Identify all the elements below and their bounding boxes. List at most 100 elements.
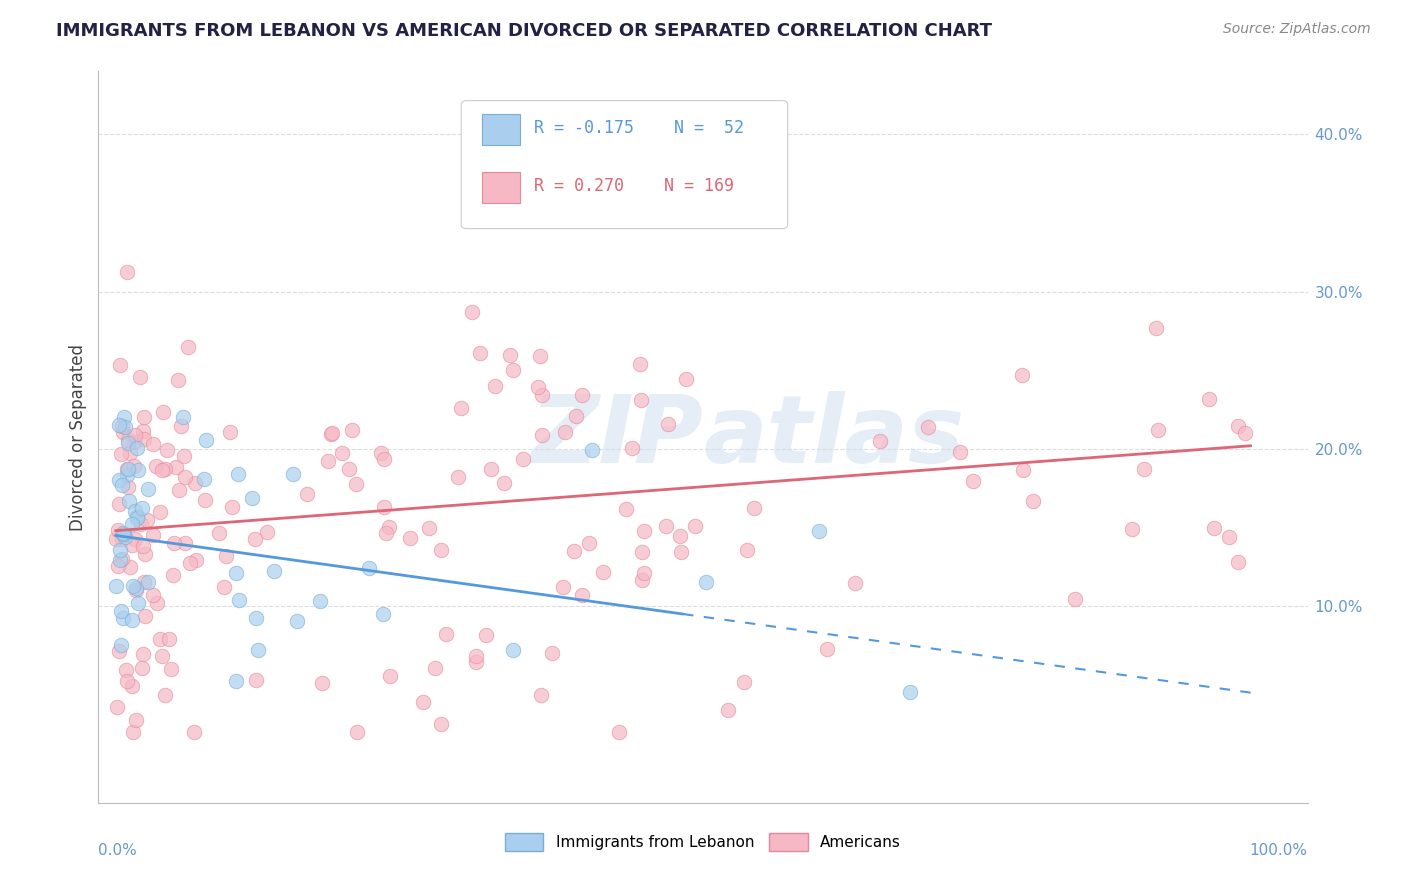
Point xyxy=(869,434,891,448)
Point xyxy=(607,725,630,739)
Point xyxy=(214,549,236,564)
Point xyxy=(370,445,392,459)
Point xyxy=(110,604,132,618)
Point xyxy=(193,472,215,486)
Point xyxy=(240,491,263,505)
Point xyxy=(378,669,401,683)
Point xyxy=(107,558,129,573)
Point xyxy=(183,725,205,739)
Point xyxy=(373,451,395,466)
Point xyxy=(245,611,267,625)
Point xyxy=(418,521,440,535)
Point xyxy=(281,467,304,481)
Point xyxy=(465,655,488,669)
Point xyxy=(447,469,470,483)
Point xyxy=(115,467,138,482)
Point xyxy=(256,524,278,539)
Point xyxy=(136,574,159,589)
Point xyxy=(375,525,398,540)
Point xyxy=(226,467,249,482)
Point xyxy=(434,626,457,640)
Point xyxy=(146,596,169,610)
Point xyxy=(1234,426,1257,441)
Point xyxy=(630,392,652,407)
Point xyxy=(166,373,188,387)
Point xyxy=(1144,321,1167,335)
Point xyxy=(484,379,506,393)
Point xyxy=(502,643,524,657)
Point xyxy=(571,387,593,401)
Point xyxy=(111,533,134,547)
Point xyxy=(162,568,184,582)
Point xyxy=(228,592,250,607)
Point xyxy=(319,427,342,442)
Point xyxy=(111,610,134,624)
Point xyxy=(565,409,588,424)
Point xyxy=(150,463,173,477)
Point xyxy=(179,556,201,570)
Point xyxy=(218,425,240,440)
Point xyxy=(110,447,132,461)
Point xyxy=(150,649,173,664)
Point xyxy=(377,520,399,534)
Point xyxy=(212,580,235,594)
Point xyxy=(114,419,136,434)
Point xyxy=(142,588,165,602)
Point xyxy=(173,470,195,484)
Point xyxy=(173,449,195,463)
Point xyxy=(157,632,180,646)
Point xyxy=(551,580,574,594)
Point xyxy=(321,425,343,440)
Point xyxy=(344,477,367,491)
Point xyxy=(620,441,643,455)
Point xyxy=(815,641,838,656)
Point xyxy=(541,646,564,660)
Point xyxy=(263,564,285,578)
Point xyxy=(917,420,939,434)
Point xyxy=(742,500,765,515)
Text: Source: ZipAtlas.com: Source: ZipAtlas.com xyxy=(1223,22,1371,37)
Point xyxy=(498,348,520,362)
Point xyxy=(735,542,758,557)
Point xyxy=(112,526,135,541)
Point xyxy=(114,530,136,544)
Point xyxy=(614,501,637,516)
Point xyxy=(631,545,654,559)
Point xyxy=(295,487,318,501)
Point xyxy=(1218,530,1240,544)
Point xyxy=(108,543,131,558)
Point xyxy=(115,674,138,689)
Point xyxy=(134,432,156,446)
Point xyxy=(479,462,502,476)
Point xyxy=(949,445,972,459)
Point xyxy=(125,581,148,595)
Point xyxy=(117,435,139,450)
Point xyxy=(225,566,247,580)
Point xyxy=(135,513,157,527)
Point xyxy=(124,504,146,518)
Point xyxy=(475,628,498,642)
Point xyxy=(160,662,183,676)
Point xyxy=(170,418,193,433)
Point xyxy=(221,500,243,515)
Point xyxy=(465,648,488,663)
Point xyxy=(107,418,129,433)
Point xyxy=(127,510,149,524)
Point xyxy=(571,588,593,602)
Point xyxy=(173,536,195,550)
Point xyxy=(460,305,482,319)
Point xyxy=(581,443,603,458)
Point xyxy=(844,575,866,590)
Point xyxy=(121,614,143,628)
Point xyxy=(373,607,395,621)
FancyBboxPatch shape xyxy=(482,114,520,145)
Point xyxy=(105,700,128,714)
Point xyxy=(668,529,690,543)
Point xyxy=(122,458,145,473)
Point xyxy=(717,703,740,717)
Point xyxy=(124,427,146,442)
Text: 0.0%: 0.0% xyxy=(98,843,138,858)
Point xyxy=(554,425,576,439)
Point xyxy=(132,574,155,589)
Point xyxy=(107,498,129,512)
